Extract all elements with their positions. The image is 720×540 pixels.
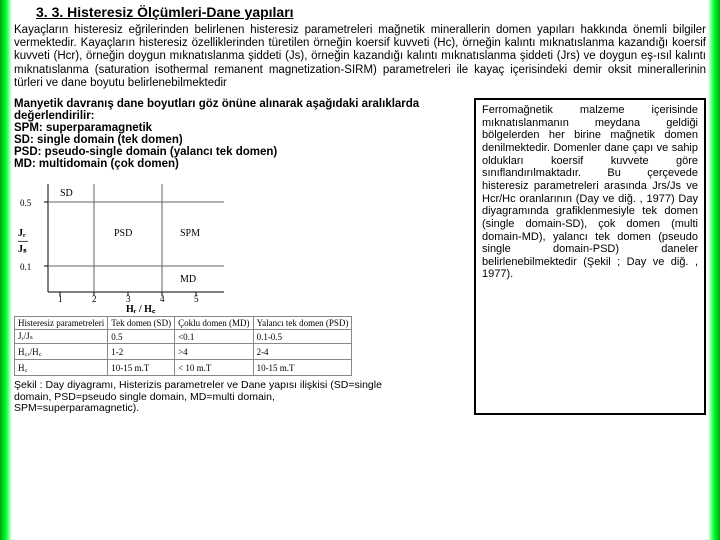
th-1: Histeresiz parametreleri <box>15 317 108 330</box>
def-spm: SPM: superparamagnetik <box>14 122 466 134</box>
table-row: Jᵣ/Jₛ0.5 <0.10.1-0.5 <box>15 330 352 344</box>
th-3: Çoklu domen (MD) <box>175 317 254 330</box>
day-diagram: 0.5 0.1 1 2 3 4 5 <box>14 174 466 415</box>
gradient-right <box>708 0 720 540</box>
definitions-intro: Manyetik davranış dane boyutları göz önü… <box>14 98 466 122</box>
region-md: MD <box>180 274 196 285</box>
day-chart-svg: 0.5 0.1 1 2 3 4 5 <box>14 174 234 314</box>
th-2: Tek domen (SD) <box>108 317 175 330</box>
xlabel: Hᵣ / H꜀ <box>126 304 156 314</box>
def-sd: SD: single domain (tek domen) <box>14 134 466 146</box>
gradient-left <box>0 0 12 540</box>
ytick-01: 0.1 <box>20 262 31 272</box>
row-definitions: Manyetik davranış dane boyutları göz önü… <box>14 98 706 415</box>
table-row: H꜀10-15 m.T < 10 m.T10-15 m.T <box>15 360 352 376</box>
ytick-05: 0.5 <box>20 198 32 208</box>
section-title: 3. 3. Histeresiz Ölçümleri-Dane yapıları <box>36 4 706 20</box>
params-table: Histeresiz parametreleri Tek domen (SD) … <box>14 316 352 376</box>
definitions-column: Manyetik davranış dane boyutları göz önü… <box>14 98 466 415</box>
region-psd: PSD <box>114 228 132 239</box>
figure-caption: Şekil : Day diyagramı, Histerizis parame… <box>14 380 384 415</box>
region-sd: SD <box>60 188 73 199</box>
def-md: MD: multidomain (çok domen) <box>14 158 466 170</box>
th-4: Yalancı tek domen (PSD) <box>253 317 352 330</box>
table-row: H꜀ᵣ/H꜀1-2 >42-4 <box>15 344 352 360</box>
intro-paragraph: Kayaçların histeresiz eğrilerinden belir… <box>14 24 706 90</box>
table-row: Histeresiz parametreleri Tek domen (SD) … <box>15 317 352 330</box>
region-spm: SPM <box>180 228 200 239</box>
def-psd: PSD: pseudo-single domain (yalancı tek d… <box>14 146 466 158</box>
page-content: 3. 3. Histeresiz Ölçümleri-Dane yapıları… <box>14 2 706 415</box>
info-box: Ferromağnetik malzeme içerisinde mıknatı… <box>474 98 706 415</box>
